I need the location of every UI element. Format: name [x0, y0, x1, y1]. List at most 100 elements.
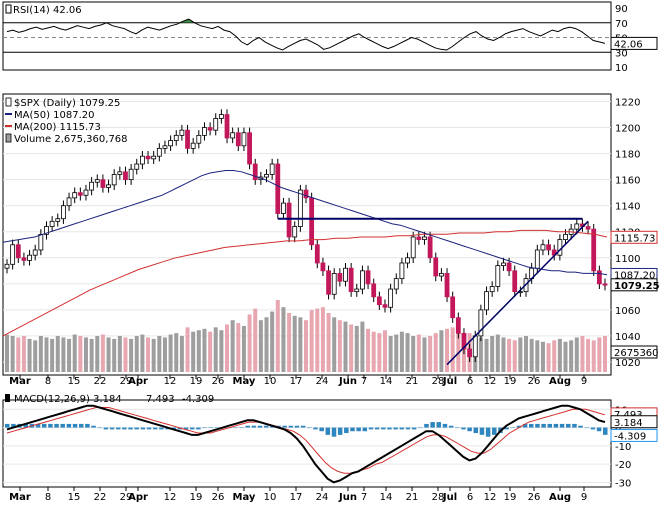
volume-bar: [298, 317, 303, 372]
macd-histogram-bar: [424, 423, 429, 428]
macd-histogram-bar: [331, 427, 337, 437]
volume-bar: [27, 338, 32, 372]
macd-tick-label: -20: [615, 460, 631, 471]
volume-bar: [422, 337, 427, 372]
volume-bar: [10, 336, 15, 372]
rsi-last-value-box: [610, 36, 658, 50]
macd-right-label-box: [610, 415, 658, 429]
volume-bar: [129, 338, 134, 372]
volume-bar: [168, 334, 173, 372]
price-right-label: 1115.73: [614, 233, 655, 244]
x-axis-label: Jun: [338, 492, 357, 503]
macd-histogram-bar: [196, 427, 201, 430]
rsi-legend-swatch: [5, 4, 12, 14]
volume-bar: [230, 320, 235, 372]
volume-bar: [50, 338, 55, 372]
macd-histogram-bar: [233, 427, 238, 429]
macd-histogram-bar: [5, 423, 10, 428]
volume-bar: [33, 340, 38, 372]
x-axis-label: 19: [504, 376, 517, 387]
volume-bar: [78, 336, 83, 372]
x-axis-label: Apr: [128, 376, 148, 387]
macd-histogram-bar: [35, 423, 41, 428]
macd-histogram-bar: [319, 427, 324, 432]
candle-body: [495, 265, 501, 287]
x-axis-label: Mar: [9, 376, 31, 387]
candle-body: [230, 132, 236, 139]
candle-body: [371, 283, 377, 298]
volume-bar: [535, 340, 540, 372]
price-tick-label: 1020: [615, 358, 640, 369]
volume-bar: [264, 317, 269, 372]
macd-histogram-bar: [251, 425, 257, 428]
macd-histogram-bar: [473, 427, 479, 434]
x-axis-label: 26: [528, 492, 541, 503]
candle-body: [365, 270, 371, 285]
candle-body: [241, 132, 247, 147]
volume-bar: [591, 340, 596, 372]
macd-histogram-bar: [547, 423, 553, 428]
x-axis-label: 29: [120, 492, 133, 503]
macd-histogram-bar: [60, 423, 65, 428]
x-axis-label: 9: [581, 492, 587, 503]
x-axis-label: May: [233, 376, 256, 387]
macd-histogram-bar: [516, 425, 522, 428]
volume-bar: [456, 331, 461, 372]
volume-bar: [162, 337, 167, 372]
x-axis-label: 19: [190, 376, 203, 387]
macd-line: [6, 404, 606, 484]
price-legend-text: Volume 2,675,360,768: [14, 134, 128, 145]
volume-bar: [343, 321, 348, 372]
candle-body: [303, 189, 309, 199]
candle-body: [360, 270, 365, 290]
macd-right-label-box: [610, 428, 658, 442]
x-axis-label: 26: [212, 492, 225, 503]
candle-body: [444, 273, 450, 298]
volume-bar: [478, 337, 483, 372]
x-axis-label: 17: [290, 376, 303, 387]
candle-body: [393, 278, 399, 290]
candle-body: [72, 192, 78, 199]
macd-histogram-bar: [566, 423, 571, 428]
macd-histogram-bar: [374, 427, 380, 430]
x-axis-label: 29: [120, 376, 133, 387]
x-axis-label: May: [233, 492, 256, 503]
macd-histogram-bar: [300, 425, 306, 428]
macd-histogram-bar: [590, 427, 596, 430]
price-legend-swatch: [5, 97, 12, 107]
volume-bar: [416, 334, 421, 372]
x-axis-label: 15: [68, 492, 81, 503]
candle-body: [602, 283, 608, 286]
volume-bar: [241, 325, 246, 372]
macd-right-label: 3.184: [614, 418, 643, 429]
volume-bar: [292, 315, 297, 372]
macd-histogram-bar: [572, 423, 577, 428]
candle-body: [32, 249, 38, 256]
macd-histogram-bar: [152, 427, 158, 430]
candle-body: [388, 288, 394, 308]
price-legend-text: MA(50) 1087.20: [14, 110, 95, 121]
volume-bar: [501, 337, 506, 372]
volume-bar: [247, 314, 252, 372]
volume-bar: [287, 312, 292, 372]
macd-histogram-bar: [596, 427, 602, 432]
volume-bar: [140, 334, 145, 372]
volume-bar: [326, 312, 331, 372]
x-axis-label: 6: [467, 376, 473, 387]
candle-body: [207, 127, 213, 131]
volume-bar: [174, 333, 179, 372]
volume-bar: [394, 334, 399, 372]
macd-histogram-bar: [103, 427, 109, 430]
volume-bar: [563, 341, 568, 372]
volume-bar: [315, 308, 320, 372]
macd-histogram-bar: [245, 425, 250, 428]
candle-body: [134, 163, 140, 170]
x-axis-label: 15: [68, 376, 81, 387]
macd-histogram-bar: [189, 427, 195, 430]
volume-bar: [349, 324, 354, 372]
candle-body: [540, 244, 546, 251]
candle-body: [399, 262, 405, 280]
macd-histogram-bar: [109, 427, 115, 430]
